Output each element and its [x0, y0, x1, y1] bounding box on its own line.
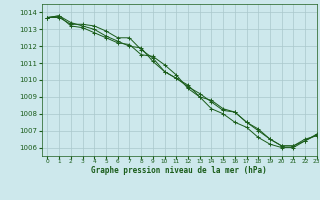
X-axis label: Graphe pression niveau de la mer (hPa): Graphe pression niveau de la mer (hPa): [91, 166, 267, 175]
